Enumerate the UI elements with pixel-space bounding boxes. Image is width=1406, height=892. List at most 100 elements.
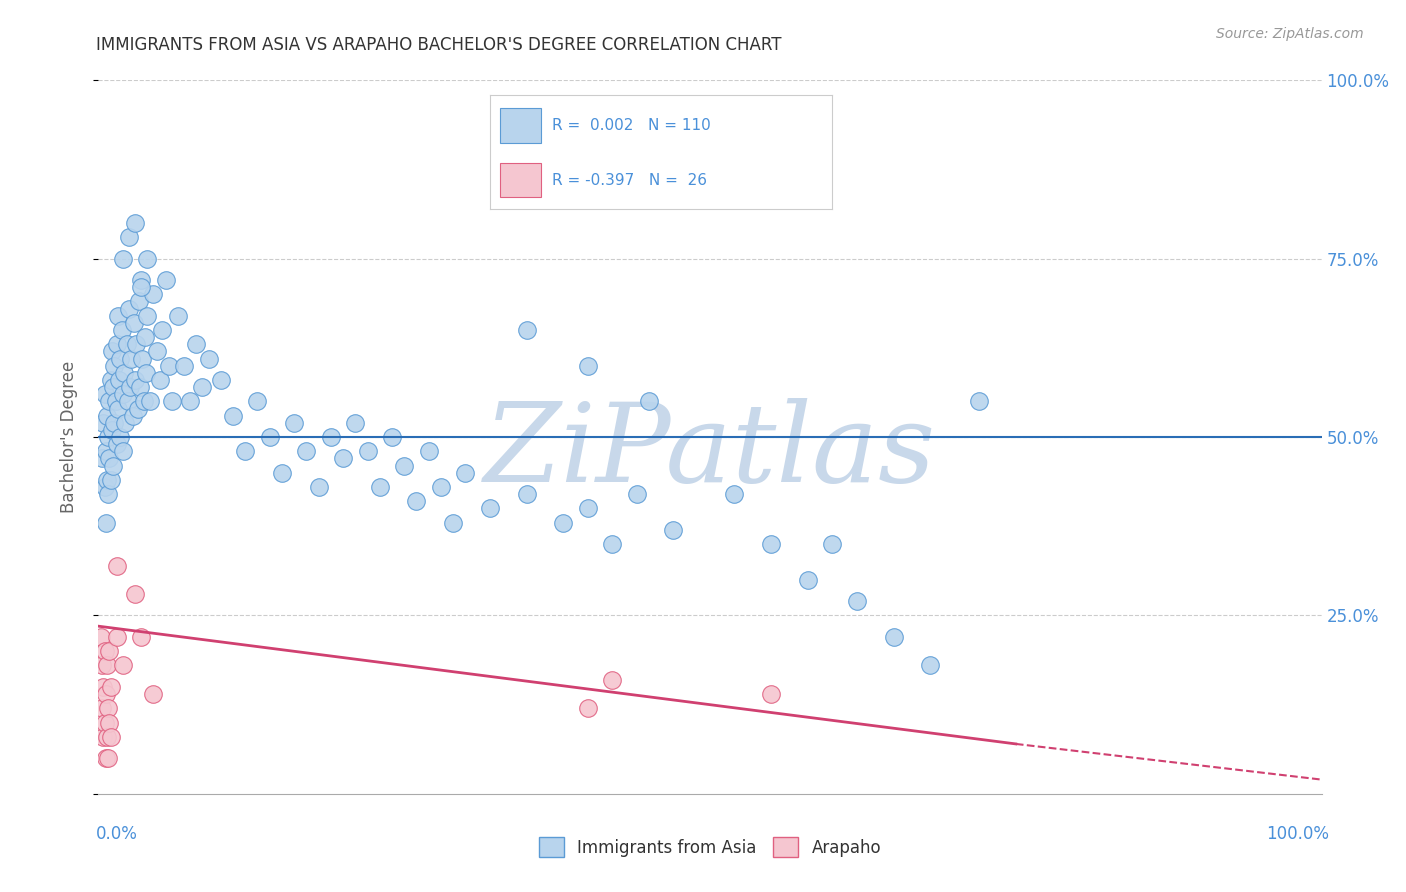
- Point: [761, 687, 783, 701]
- Point: [576, 701, 599, 715]
- Point: [454, 466, 477, 480]
- Point: [101, 458, 124, 473]
- Point: [94, 444, 117, 458]
- Point: [98, 644, 121, 658]
- Point: [94, 687, 117, 701]
- Point: [600, 673, 623, 687]
- Point: [129, 273, 152, 287]
- Point: [124, 216, 146, 230]
- Point: [132, 394, 155, 409]
- Point: [105, 337, 128, 351]
- Point: [920, 658, 942, 673]
- Point: [136, 252, 159, 266]
- Point: [110, 430, 132, 444]
- Point: [114, 416, 136, 430]
- Point: [553, 516, 575, 530]
- Point: [186, 337, 208, 351]
- Point: [222, 409, 245, 423]
- Point: [104, 394, 127, 409]
- Point: [121, 409, 143, 423]
- Point: [516, 487, 538, 501]
- Point: [699, 166, 721, 180]
- Point: [105, 437, 128, 451]
- Point: [91, 701, 114, 715]
- Point: [136, 309, 159, 323]
- Point: [883, 630, 905, 644]
- Point: [129, 630, 152, 644]
- Point: [111, 323, 134, 337]
- Point: [96, 473, 118, 487]
- Point: [120, 380, 142, 394]
- Point: [105, 558, 128, 573]
- Point: [418, 444, 440, 458]
- Point: [430, 480, 453, 494]
- Point: [124, 587, 146, 601]
- Point: [332, 451, 354, 466]
- Point: [283, 416, 305, 430]
- Point: [233, 444, 256, 458]
- Point: [155, 273, 177, 287]
- Point: [626, 487, 648, 501]
- Point: [135, 366, 157, 380]
- Point: [160, 394, 183, 409]
- Y-axis label: Bachelor's Degree: Bachelor's Degree: [59, 361, 77, 513]
- Point: [478, 501, 501, 516]
- Point: [111, 658, 134, 673]
- Point: [93, 644, 115, 658]
- Point: [637, 394, 661, 409]
- Point: [209, 373, 232, 387]
- Point: [157, 359, 180, 373]
- Point: [356, 444, 378, 458]
- Point: [150, 323, 173, 337]
- Point: [845, 594, 868, 608]
- Point: [98, 451, 121, 466]
- Point: [146, 344, 169, 359]
- Point: [270, 466, 294, 480]
- Point: [115, 337, 138, 351]
- Point: [91, 416, 114, 430]
- Point: [139, 394, 162, 409]
- Text: 0.0%: 0.0%: [96, 825, 138, 843]
- Point: [142, 687, 165, 701]
- Point: [129, 280, 152, 294]
- Point: [91, 451, 114, 466]
- Point: [94, 516, 117, 530]
- Point: [93, 480, 115, 494]
- Point: [97, 430, 120, 444]
- Point: [111, 252, 134, 266]
- Point: [381, 430, 404, 444]
- Text: ZiPatlas: ZiPatlas: [484, 398, 936, 505]
- Point: [761, 537, 783, 551]
- Point: [295, 444, 318, 458]
- Point: [107, 309, 129, 323]
- Point: [120, 351, 142, 366]
- Point: [96, 409, 118, 423]
- Point: [97, 751, 120, 765]
- Point: [100, 473, 122, 487]
- Point: [97, 701, 120, 715]
- Point: [98, 394, 121, 409]
- Point: [576, 501, 599, 516]
- Point: [108, 373, 131, 387]
- Point: [97, 487, 120, 501]
- Point: [142, 287, 165, 301]
- Point: [173, 359, 195, 373]
- Point: [118, 230, 141, 244]
- Point: [179, 394, 201, 409]
- Point: [111, 387, 134, 401]
- Point: [197, 351, 219, 366]
- Point: [122, 316, 145, 330]
- Point: [100, 373, 122, 387]
- Point: [131, 351, 153, 366]
- Point: [98, 715, 121, 730]
- Point: [94, 751, 117, 765]
- Point: [125, 337, 148, 351]
- Point: [246, 394, 269, 409]
- Text: 100.0%: 100.0%: [1265, 825, 1329, 843]
- Point: [105, 630, 128, 644]
- Point: [90, 630, 112, 644]
- Point: [111, 444, 134, 458]
- Point: [100, 680, 122, 694]
- Legend: Immigrants from Asia, Arapaho: Immigrants from Asia, Arapaho: [533, 830, 887, 864]
- Text: Source: ZipAtlas.com: Source: ZipAtlas.com: [1216, 27, 1364, 41]
